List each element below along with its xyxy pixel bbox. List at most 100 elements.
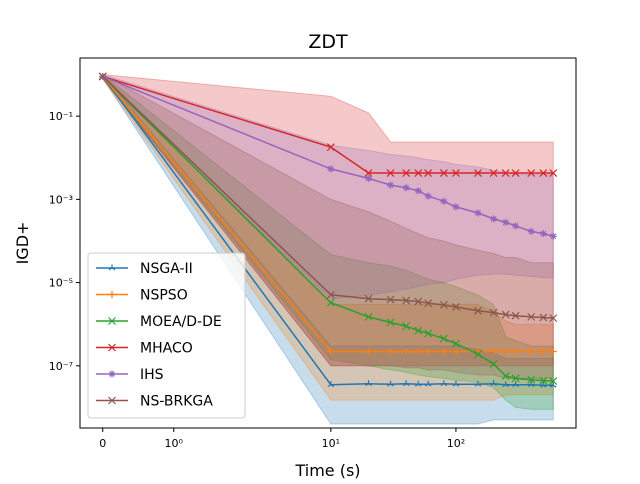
point-marker	[386, 318, 395, 327]
x-tick-label: 10²	[447, 437, 465, 450]
point-marker	[326, 143, 335, 152]
legend-marker	[108, 396, 116, 405]
point-marker	[424, 192, 432, 200]
y-tick-label: 10⁻⁵	[49, 277, 73, 290]
x-axis-label: Time (s)	[294, 461, 360, 480]
series-line	[102, 75, 554, 382]
point-marker	[364, 312, 373, 321]
plot-area	[98, 72, 558, 425]
point-marker	[527, 312, 536, 321]
point-marker	[452, 303, 460, 311]
point-marker	[402, 184, 410, 192]
point-marker	[549, 169, 558, 177]
point-marker	[490, 215, 498, 223]
error-band	[102, 74, 554, 367]
point-marker	[439, 301, 448, 309]
series-line	[102, 75, 554, 174]
point-marker	[539, 376, 548, 385]
point-marker	[327, 381, 335, 388]
point-marker	[424, 380, 432, 387]
point-marker	[489, 308, 498, 317]
point-marker	[424, 348, 432, 356]
point-marker	[539, 230, 547, 238]
point-marker	[527, 348, 535, 356]
point-marker	[539, 169, 548, 177]
point-marker	[365, 174, 373, 182]
legend-label: NS-BRKGA	[140, 394, 213, 410]
legend-label: MHACO	[140, 341, 193, 357]
point-marker	[502, 381, 510, 388]
y-tick-label: 10⁻³	[49, 193, 73, 206]
legend-marker	[108, 264, 116, 271]
point-marker	[501, 310, 510, 319]
point-marker	[414, 187, 422, 195]
legend-label: MOEA/D-DE	[140, 314, 222, 330]
chart-title: ZDT	[308, 31, 348, 53]
point-marker	[424, 299, 433, 308]
legend-marker	[108, 370, 116, 378]
point-marker	[549, 381, 557, 388]
point-marker	[474, 169, 482, 177]
point-marker	[511, 374, 520, 383]
point-marker	[501, 169, 510, 177]
point-marker	[424, 329, 433, 338]
point-marker	[452, 169, 460, 177]
point-marker	[98, 72, 107, 81]
point-marker	[364, 169, 373, 177]
point-marker	[402, 348, 410, 356]
legend-marker	[108, 343, 116, 352]
axes-frame	[79, 57, 577, 429]
legend-label: NSPSO	[140, 288, 188, 304]
point-marker	[474, 350, 482, 359]
point-marker	[440, 348, 448, 356]
point-marker	[402, 380, 410, 387]
x-tick-label: 10⁰	[165, 437, 184, 450]
series-line	[102, 75, 554, 319]
point-marker	[549, 314, 558, 323]
point-marker	[502, 348, 510, 356]
point-marker	[414, 297, 423, 306]
y-axis-label: IGD+	[13, 222, 32, 265]
error-band	[102, 73, 554, 425]
point-marker	[452, 348, 460, 356]
point-marker	[402, 296, 411, 305]
point-marker	[326, 290, 335, 299]
point-marker	[387, 380, 394, 387]
point-marker	[490, 380, 497, 387]
error-band	[102, 73, 554, 410]
point-marker	[452, 380, 460, 387]
point-marker	[387, 181, 395, 189]
point-marker	[474, 209, 482, 217]
point-marker	[539, 348, 547, 356]
series-line	[102, 75, 554, 237]
point-marker	[386, 295, 395, 304]
point-marker	[539, 313, 548, 322]
point-marker	[424, 169, 433, 177]
point-marker	[327, 348, 335, 356]
point-marker	[365, 348, 373, 356]
point-marker	[511, 169, 520, 177]
point-marker	[512, 348, 520, 356]
point-marker	[549, 377, 558, 385]
point-marker	[501, 372, 510, 380]
error-band	[102, 73, 554, 300]
point-marker	[511, 311, 520, 320]
point-marker	[490, 348, 498, 356]
point-marker	[474, 306, 482, 315]
point-marker	[386, 169, 395, 177]
point-marker	[474, 380, 482, 387]
x-tick-label: 10¹	[322, 437, 340, 450]
point-marker	[439, 169, 448, 177]
point-marker	[489, 360, 498, 369]
point-marker	[527, 227, 535, 235]
series-line	[102, 76, 554, 387]
point-marker	[512, 381, 519, 388]
point-marker	[489, 169, 498, 177]
point-marker	[549, 348, 557, 356]
point-marker	[527, 375, 536, 384]
point-marker	[527, 169, 536, 177]
point-marker	[440, 197, 448, 205]
legend-marker	[108, 291, 116, 298]
series-line	[102, 75, 554, 353]
